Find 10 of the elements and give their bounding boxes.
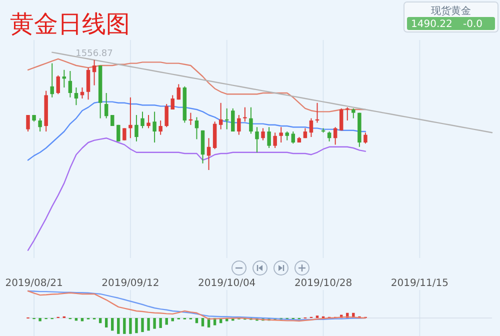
text: -0.0 <box>463 19 483 30</box>
x-tick-label: 2019/09/12 <box>102 278 160 289</box>
chart-title: 黄金日线图 <box>10 10 130 38</box>
x-tick-label: 2019/08/21 <box>5 278 63 289</box>
text: 1490.22 <box>411 19 452 30</box>
x-tick-label: 2019/10/28 <box>294 278 352 289</box>
x-tick-label: 2019/10/04 <box>198 278 256 289</box>
text: 现货黄金 <box>431 5 471 17</box>
annotation: 1556.87 <box>76 49 113 59</box>
x-tick-label: 2019/11/15 <box>390 278 449 289</box>
